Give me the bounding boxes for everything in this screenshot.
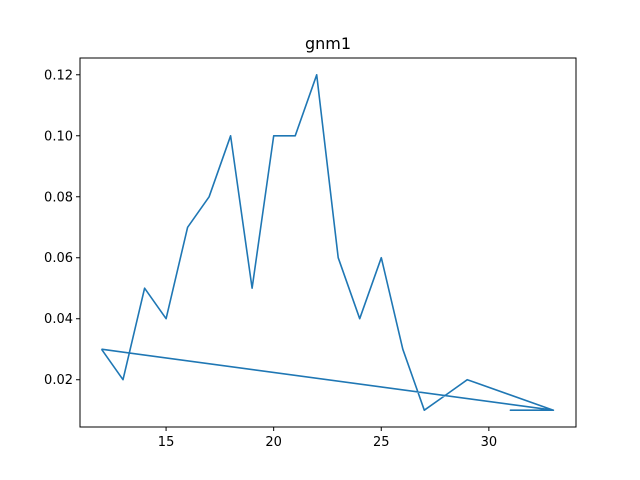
y-tick-label: 0.06 — [44, 251, 73, 266]
y-tick-label: 0.10 — [44, 129, 73, 144]
y-tick-label: 0.08 — [44, 190, 73, 205]
x-tick-label: 20 — [265, 435, 282, 450]
y-tick-label: 0.04 — [44, 312, 73, 327]
axes-frame — [79, 57, 577, 428]
x-tick-label: 30 — [481, 435, 498, 450]
plot-area — [100, 74, 555, 412]
chart-title: gnm1 — [305, 34, 351, 53]
x-tick-label: 15 — [158, 435, 175, 450]
x-axis: 15 20 25 30 — [158, 427, 497, 450]
x-tick-label: 25 — [373, 435, 390, 450]
y-tick-label: 0.12 — [44, 68, 73, 83]
series-line-0 — [100, 74, 555, 412]
y-tick-label: 0.02 — [44, 373, 73, 388]
y-axis: 0.02 0.04 0.06 0.08 0.10 0.12 — [44, 68, 80, 388]
